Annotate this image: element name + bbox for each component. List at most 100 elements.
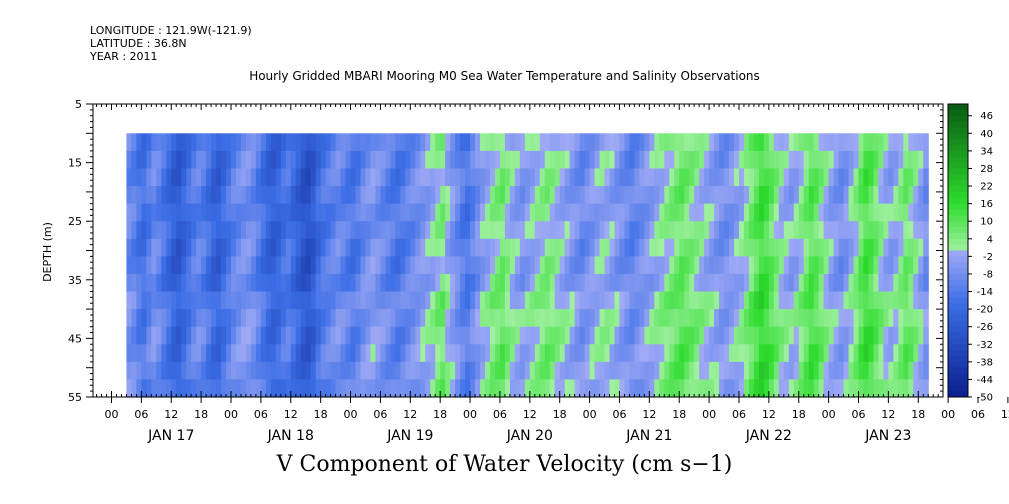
heatmap-cell xyxy=(245,186,252,205)
heatmap-cell xyxy=(868,221,875,240)
heatmap-cell xyxy=(460,238,466,257)
heatmap-cell xyxy=(843,221,850,240)
heatmap-cell xyxy=(295,326,302,345)
heatmap-cell xyxy=(679,291,685,310)
heatmap-cell xyxy=(778,256,785,275)
heatmap-cell xyxy=(385,361,391,381)
heatmap-cell xyxy=(863,186,870,205)
heatmap-cell xyxy=(569,168,576,187)
heatmap-cell xyxy=(529,186,536,205)
heatmap-cell xyxy=(240,273,247,293)
heatmap-cell xyxy=(131,256,137,275)
heatmap-cell xyxy=(131,326,137,345)
heatmap-cell xyxy=(265,326,272,345)
heatmap-cell xyxy=(778,221,785,240)
heatmap-cell xyxy=(848,133,855,152)
heatmap-cell xyxy=(330,203,337,222)
heatmap-cell xyxy=(534,344,541,363)
heatmap-cell xyxy=(320,238,327,257)
heatmap-cell xyxy=(365,186,372,205)
heatmap-cell xyxy=(305,256,312,275)
heatmap-cell xyxy=(738,361,745,381)
heatmap-cell xyxy=(649,238,655,257)
heatmap-cell xyxy=(694,203,700,222)
heatmap-cell xyxy=(216,309,222,328)
heatmap-cell xyxy=(858,291,865,310)
heatmap-cell xyxy=(868,256,875,275)
heatmap-cell xyxy=(191,221,197,240)
heatmap-cell xyxy=(574,273,581,293)
heatmap-cell xyxy=(519,291,526,310)
heatmap-cell xyxy=(823,291,830,310)
heatmap-cell xyxy=(494,379,501,398)
heatmap-cell xyxy=(778,133,785,152)
colorbar-band xyxy=(948,133,968,140)
heatmap-cell xyxy=(564,150,571,170)
heatmap-cell xyxy=(211,256,217,275)
heatmap-cell xyxy=(285,273,292,293)
heatmap-cell xyxy=(659,273,665,293)
heatmap-cell xyxy=(549,221,556,240)
heatmap-cell xyxy=(564,273,571,293)
heatmap-cell xyxy=(216,133,222,152)
heatmap-cell xyxy=(694,238,700,257)
heatmap-cell xyxy=(674,150,680,170)
heatmap-cell xyxy=(639,326,645,345)
heatmap-cell xyxy=(624,379,631,398)
heatmap-cell xyxy=(186,361,192,381)
heatmap-cell xyxy=(350,221,357,240)
heatmap-cell xyxy=(818,168,825,187)
heatmap-cell xyxy=(126,379,133,398)
heatmap-cell xyxy=(494,168,501,187)
heatmap-cell xyxy=(375,361,382,381)
heatmap-cell xyxy=(883,238,889,257)
heatmap-cell xyxy=(255,379,262,398)
heatmap-cell xyxy=(639,221,645,240)
heatmap-cell xyxy=(181,256,187,275)
heatmap-cell xyxy=(574,291,581,310)
heatmap-cell xyxy=(604,186,611,205)
heatmap-cell xyxy=(818,150,825,170)
heatmap-cell xyxy=(534,203,541,222)
heatmap-cell xyxy=(176,238,182,257)
heatmap-cell xyxy=(489,150,496,170)
heatmap-cell xyxy=(853,291,860,310)
colorbar-band xyxy=(948,250,968,257)
heatmap-cell xyxy=(624,203,631,222)
heatmap-cell xyxy=(494,361,501,381)
heatmap-cell xyxy=(216,326,222,345)
heatmap-cell xyxy=(415,168,421,187)
heatmap-cell xyxy=(480,326,486,345)
heatmap-cell xyxy=(196,186,202,205)
colorbar-band xyxy=(948,232,968,240)
heatmap-cell xyxy=(679,344,685,363)
heatmap-cell xyxy=(156,238,162,257)
heatmap-cell xyxy=(166,256,172,275)
heatmap-cell xyxy=(480,361,486,381)
heatmap-cell xyxy=(629,168,635,187)
heatmap-cell xyxy=(584,150,591,170)
heatmap-cell xyxy=(763,344,770,363)
heatmap-cell xyxy=(350,291,357,310)
heatmap-cell xyxy=(345,326,352,345)
heatmap-cell xyxy=(888,150,894,170)
heatmap-cell xyxy=(524,309,531,328)
heatmap-cell xyxy=(136,168,142,187)
heatmap-cell xyxy=(674,326,680,345)
heatmap-cell xyxy=(380,291,386,310)
heatmap-cell xyxy=(604,291,611,310)
heatmap-cell xyxy=(489,221,496,240)
heatmap-cell xyxy=(460,168,466,187)
heatmap-cell xyxy=(818,221,825,240)
heatmap-cell xyxy=(753,326,760,345)
heatmap-cell xyxy=(375,291,382,310)
heatmap-cell xyxy=(275,238,282,257)
heatmap-cell xyxy=(748,133,755,152)
heatmap-cell xyxy=(395,361,401,381)
heatmap-cell xyxy=(166,273,172,293)
heatmap-cell xyxy=(833,379,840,398)
heatmap-cell xyxy=(758,203,765,222)
heatmap-cell xyxy=(778,291,785,310)
heatmap-cell xyxy=(883,309,889,328)
heatmap-cell xyxy=(604,256,611,275)
